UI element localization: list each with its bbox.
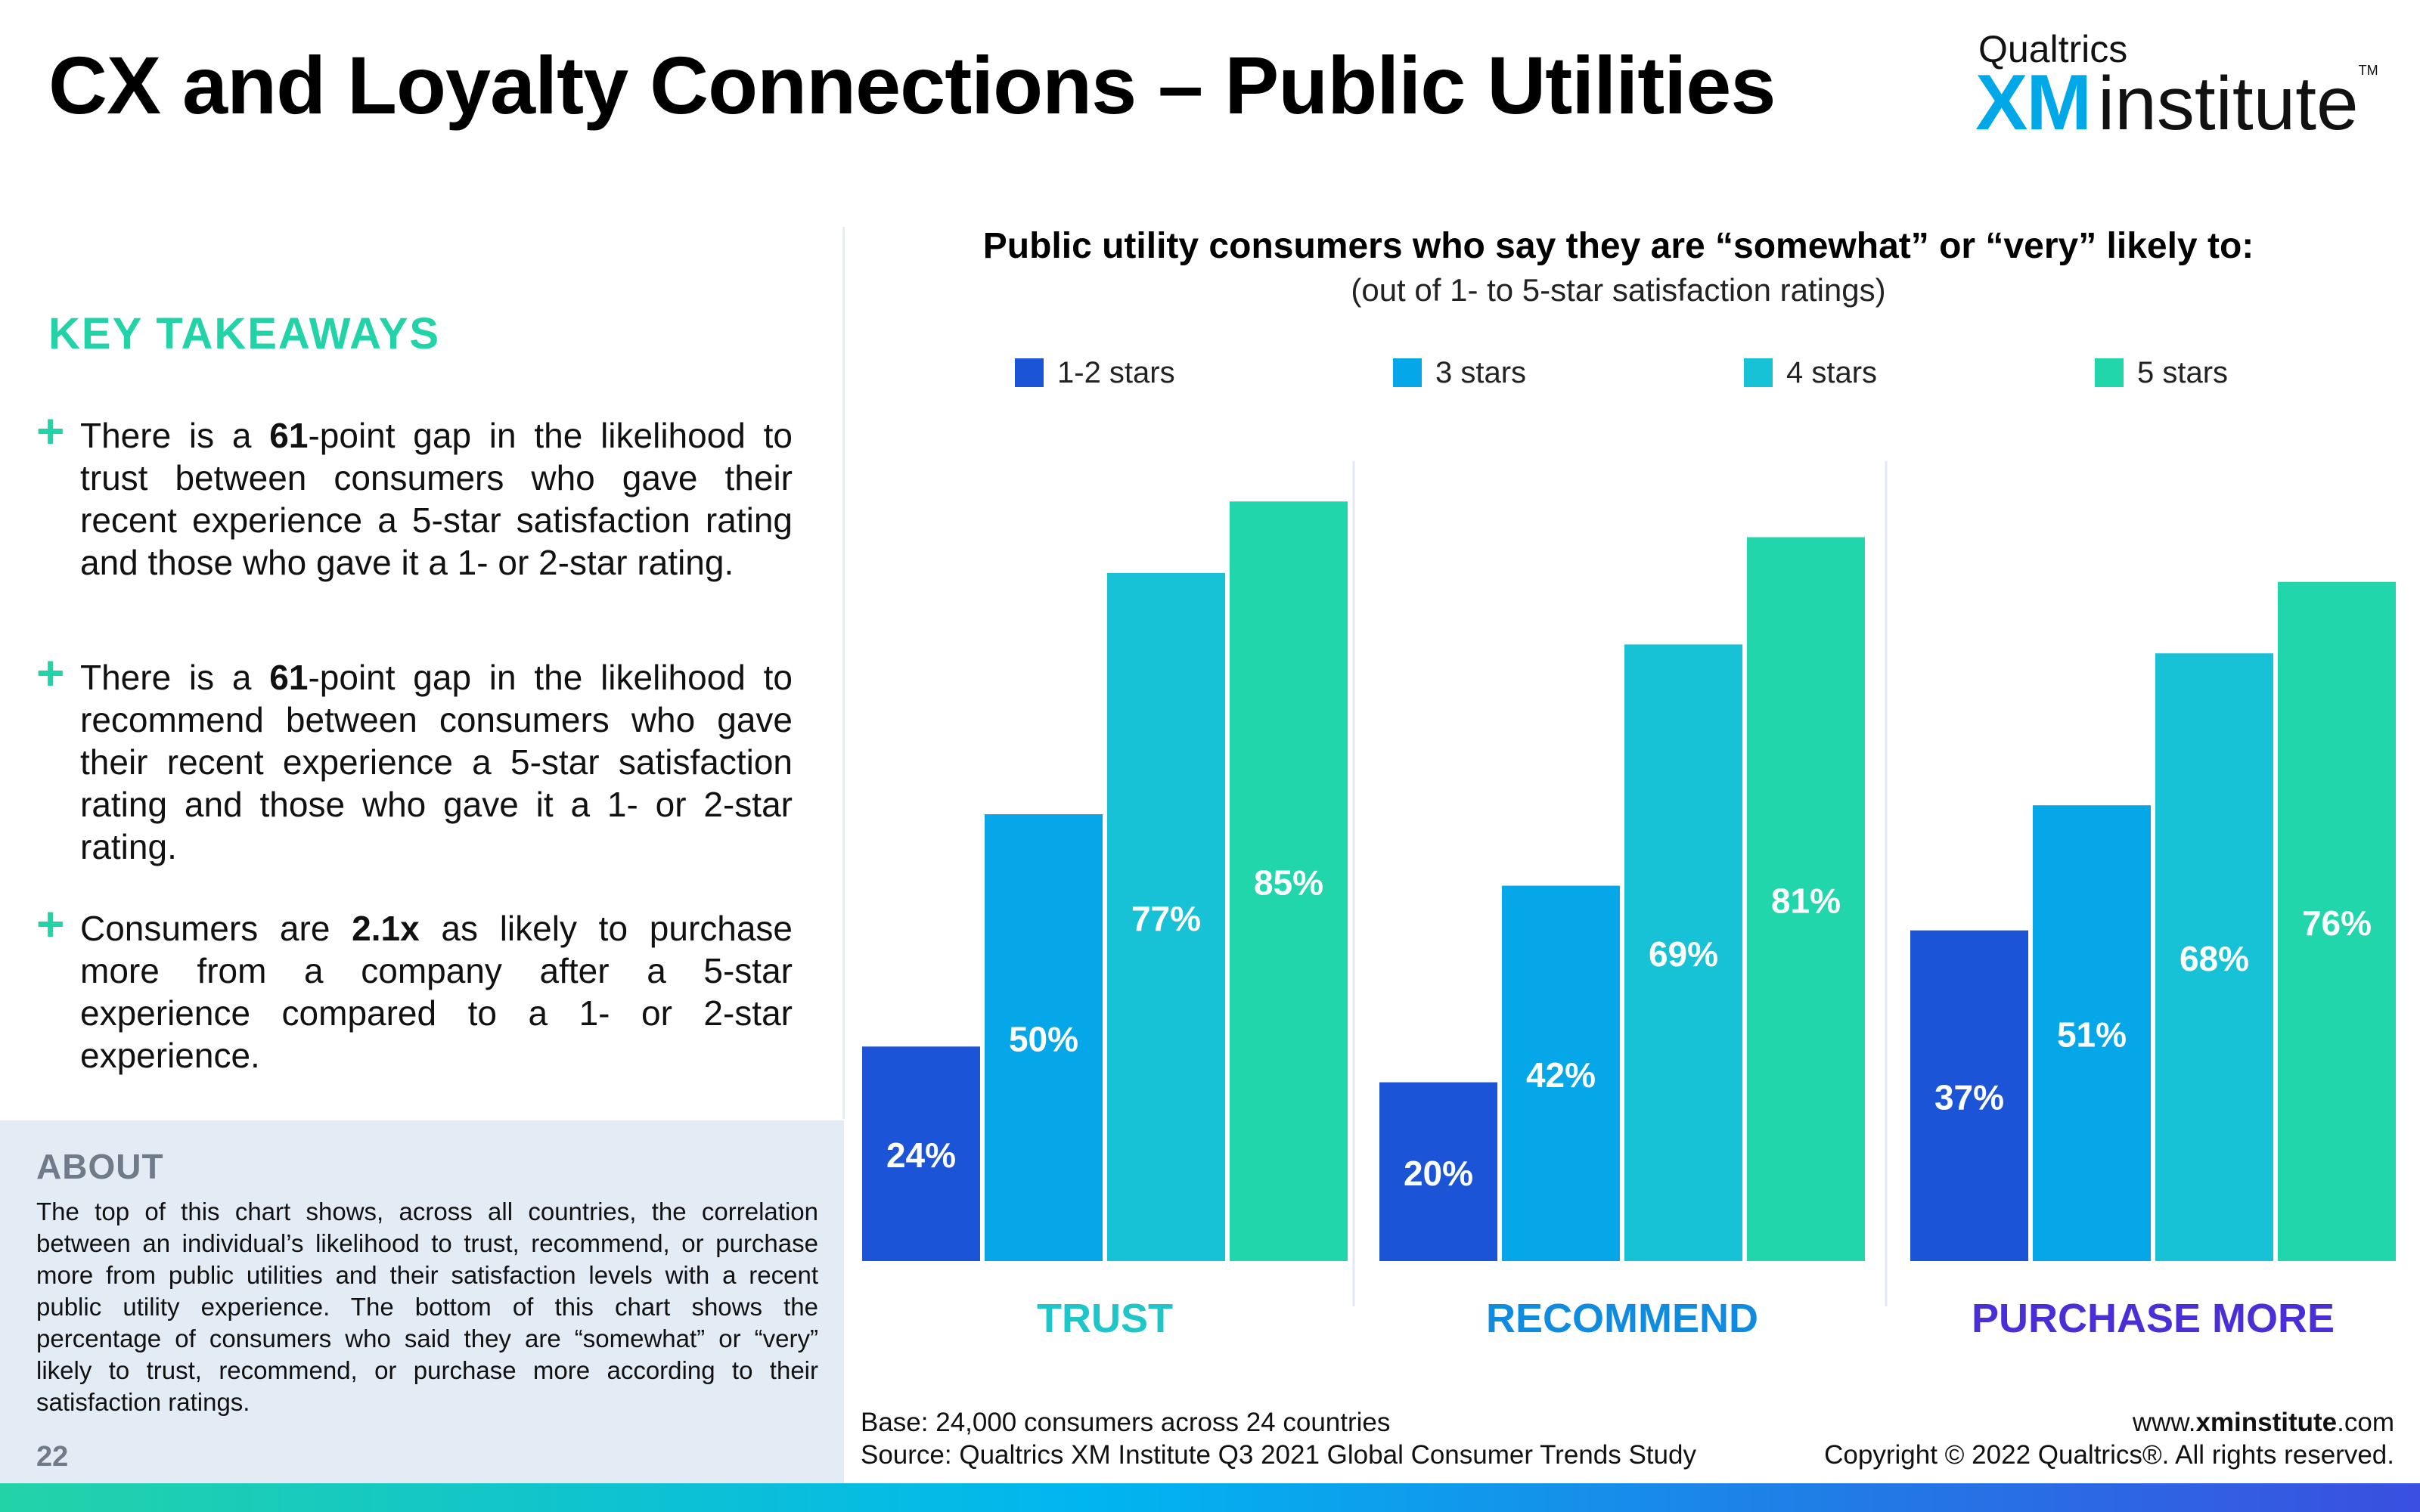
site-info: www.xminstitute.com Copyright © 2022 Qua… [1824, 1406, 2394, 1471]
bar [1910, 930, 2028, 1261]
legend-item-4-stars: 4 stars [1744, 355, 1877, 390]
plus-icon: + [36, 646, 65, 700]
section-divider [842, 227, 845, 1119]
base-note: Base: 24,000 consumers across 24 countri… [861, 1408, 1391, 1437]
logo-trademark: TM [2358, 63, 2378, 78]
bar [1107, 572, 1225, 1261]
page-title: CX and Loyalty Connections – Public Util… [48, 39, 1776, 131]
about-heading: ABOUT [36, 1147, 164, 1186]
data-label: 68% [2180, 939, 2249, 978]
data-label: 76% [2302, 903, 2372, 943]
category-label: TRUST [1037, 1296, 1173, 1341]
category-label: RECOMMEND [1486, 1296, 1758, 1341]
plus-icon: + [36, 897, 65, 951]
data-label: 42% [1526, 1055, 1596, 1095]
data-label: 37% [1934, 1077, 2004, 1117]
copyright-text: Copyright © 2022 Qualtrics®. All rights … [1824, 1440, 2394, 1470]
bar [2278, 581, 2396, 1261]
takeaway-text: There is a 61-point gap in the likelihoo… [80, 416, 793, 582]
takeaway-text: Consumers are 2.1x as likely to purchase… [80, 909, 793, 1075]
takeaway-item: + There is a 61-point gap in the likelih… [36, 649, 793, 868]
takeaway-item: + There is a 61-point gap in the likelih… [36, 407, 793, 584]
chart-subtitle: (out of 1- to 5-star satisfaction rating… [1351, 272, 1886, 308]
legend-swatch [1744, 358, 1773, 387]
legend-label: 1-2 stars [1057, 355, 1175, 389]
legend-item-5-stars: 5 stars [2095, 355, 2228, 390]
logo-xm: XM [1975, 59, 2092, 147]
legend-item-3-stars: 3 stars [1393, 355, 1526, 390]
data-label: 69% [1649, 934, 1718, 974]
data-label: 51% [2057, 1015, 2127, 1055]
source-note: Source: Qualtrics XM Institute Q3 2021 G… [861, 1440, 1696, 1470]
chart-footnote: Base: 24,000 consumers across 24 countri… [861, 1406, 1696, 1471]
chart-title: Public utility consumers who say they ar… [982, 226, 2254, 266]
legend-swatch [1015, 358, 1044, 387]
bar [1747, 537, 1865, 1261]
data-label: 85% [1254, 863, 1323, 903]
bar [985, 814, 1103, 1261]
bar [2033, 805, 2151, 1261]
data-label: 81% [1771, 881, 1841, 920]
legend-label: 3 stars [1435, 355, 1527, 389]
logo-institute: institute [2098, 61, 2359, 146]
bar [1230, 501, 1348, 1261]
key-takeaways-heading: KEY TAKEAWAYS [48, 309, 441, 358]
legend-label: 5 stars [2137, 355, 2229, 389]
bar [862, 1046, 980, 1261]
data-label: 77% [1131, 899, 1201, 938]
about-panel: ABOUT The top of this chart shows, acros… [0, 1120, 844, 1483]
takeaway-item: + Consumers are 2.1x as likely to purcha… [36, 900, 793, 1077]
page-number: 22 [36, 1441, 69, 1473]
takeaway-text: There is a 61-point gap in the likelihoo… [80, 658, 793, 866]
category-label: PURCHASE MORE [1972, 1296, 2335, 1341]
plus-icon: + [36, 404, 65, 458]
legend-item-1-2-stars: 1-2 stars [1015, 355, 1175, 390]
about-text: The top of this chart shows, across all … [36, 1198, 818, 1416]
legend-swatch [2095, 358, 2124, 387]
data-label: 20% [1404, 1154, 1473, 1193]
footer-gradient-bar [0, 1483, 2420, 1512]
xm-institute-logo: XM instituteTM [1975, 64, 2378, 142]
website-link[interactable]: www.xminstitute.com [2132, 1408, 2394, 1437]
bar [1502, 885, 1620, 1261]
bar [1624, 644, 1742, 1261]
legend-swatch [1393, 358, 1422, 387]
brand-qualtrics-text: Qualtrics [1978, 28, 2128, 70]
bar [1379, 1082, 1497, 1261]
data-label: 50% [1009, 1020, 1078, 1059]
data-label: 24% [886, 1136, 956, 1175]
legend-label: 4 stars [1786, 355, 1878, 389]
bar [2155, 653, 2273, 1261]
